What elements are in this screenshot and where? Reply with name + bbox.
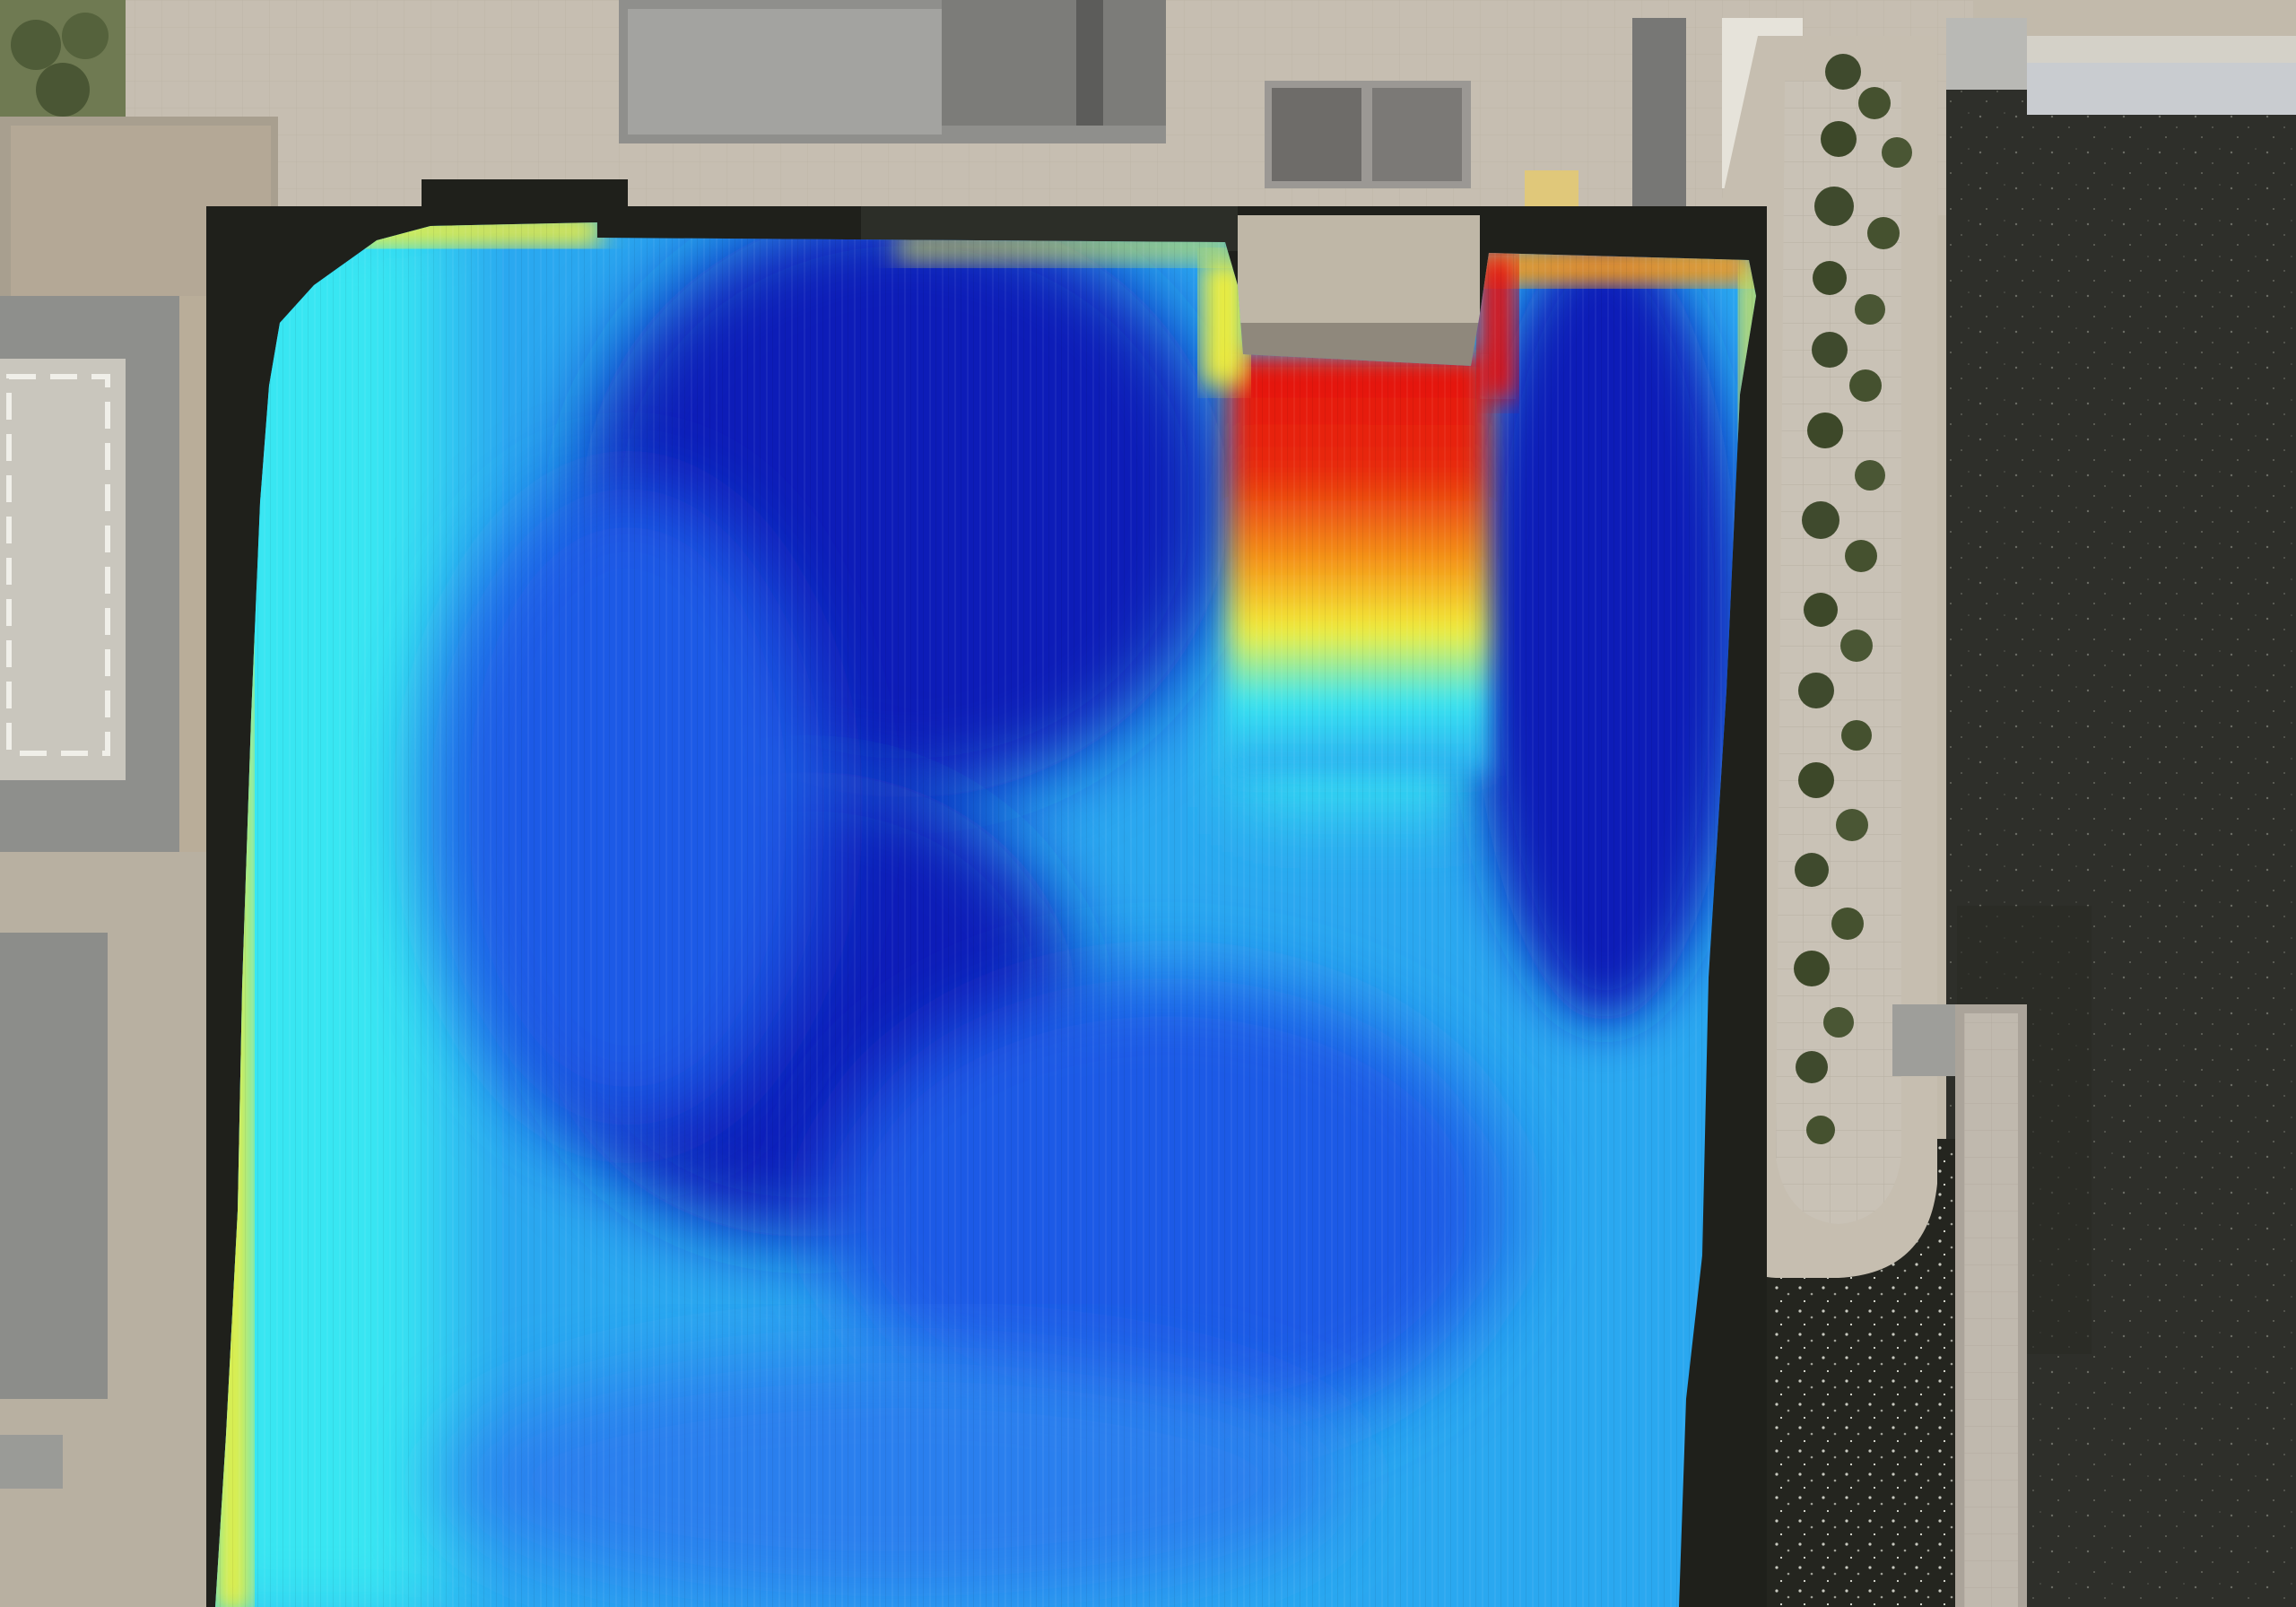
building-north-mast (1632, 18, 1686, 215)
building-southwest-roof (0, 933, 108, 1399)
heatmap-survey-lines (215, 222, 1756, 1607)
building-north-pavilion-roof (628, 9, 942, 135)
building-north-tower (1946, 18, 2027, 90)
bridge-walkway (2027, 63, 2296, 115)
tree (11, 20, 61, 70)
building-west-roof-detail (6, 374, 110, 756)
promenade-trees (1794, 54, 1912, 1144)
building-north-pavilion-gap (1076, 0, 1103, 126)
pier-east-deck (1964, 1013, 2018, 1607)
building-southwest-annex (0, 1435, 63, 1489)
building-north-pavilion-wing (942, 0, 1166, 126)
promenade-paving (1776, 81, 1901, 1224)
tree (36, 63, 90, 117)
building-north-kiosk-roof (1272, 88, 1361, 181)
building-north-kiosk-roof-2 (1372, 88, 1462, 181)
tree (62, 13, 109, 59)
bathymetry-heatmap[interactable] (179, 197, 1794, 1607)
building-west-courtyard (0, 359, 126, 780)
